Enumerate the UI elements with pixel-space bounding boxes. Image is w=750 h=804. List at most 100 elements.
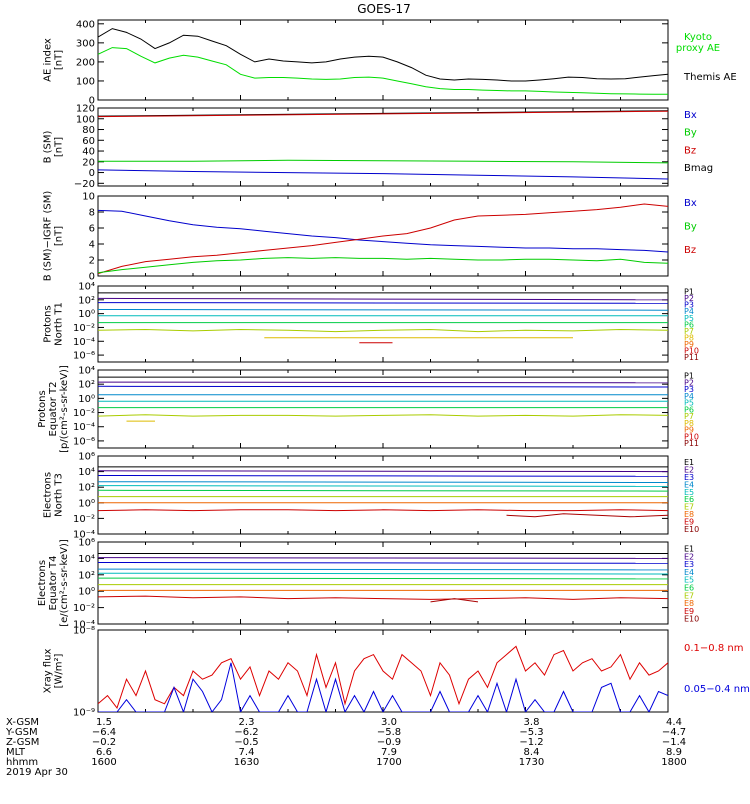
series-e9	[98, 509, 668, 512]
y-axis-label: [p/(cm²-s-sr-keV)]	[59, 365, 70, 453]
y-tick-label: 10²	[78, 380, 95, 391]
panel-frame	[97, 369, 669, 449]
y-tick-label: 10⁻²	[73, 408, 95, 419]
series-e6	[98, 577, 668, 580]
y-tick-label: 2	[89, 256, 95, 267]
legend-entry: E6	[684, 495, 694, 504]
y-tick-label: 10⁰	[78, 309, 95, 320]
y-tick-label: 10⁻⁴	[73, 422, 95, 433]
y-tick-label: 10⁶	[78, 452, 95, 463]
y-tick-label: 8	[89, 208, 95, 219]
legend-entry: E3	[684, 473, 694, 482]
legend-entry: E10	[684, 615, 699, 624]
x-row-value: 1630	[234, 757, 259, 768]
y-tick-label: 0	[89, 272, 95, 283]
series-bx	[98, 169, 668, 180]
panel-xray: 10⁻⁹ 10⁻⁸ Xray flux [W/m²] 0.1−0.8 nm 0.05−0.…	[43, 626, 750, 719]
legend-entry: E1	[684, 458, 694, 467]
legend-entry: E6	[684, 583, 694, 592]
y-axis-label: Xray flux	[43, 649, 54, 694]
legend-entry: Bx	[684, 198, 697, 209]
y-tick-label: 100	[76, 114, 95, 125]
legend-entry: proxy AE	[676, 43, 720, 54]
x-row-value: −0.2	[92, 737, 116, 748]
x-row-value: −0.9	[377, 737, 401, 748]
x-row-value: −6.4	[92, 727, 116, 738]
y-axis-label: B (SM)−IGRF (SM)	[43, 191, 54, 282]
legend-entry: P1	[684, 372, 694, 381]
series-bx	[98, 209, 668, 253]
y-axis-label: [W/m²]	[54, 653, 65, 688]
legend-entry: Bmag	[684, 163, 713, 174]
y-tick-label: 10⁴	[78, 467, 95, 478]
legend-entry: P7	[684, 327, 694, 336]
y-tick-label: 40	[82, 147, 95, 158]
legend-entry: P9	[684, 426, 694, 435]
panel-frame	[97, 107, 669, 187]
y-axis-label: North T3	[54, 473, 65, 517]
legend-entry: 0.1−0.8 nm	[684, 643, 743, 654]
legend-entry: P2	[684, 378, 694, 387]
x-row-label: hhmm	[6, 757, 38, 768]
y-tick-label: 20	[82, 157, 95, 168]
series-e10	[506, 513, 668, 518]
y-tick-label: 10⁻²	[73, 603, 95, 614]
x-row-label: MLT	[6, 747, 26, 758]
legend-entry: E2	[684, 552, 694, 561]
legend-entry: E8	[684, 510, 694, 519]
y-axis-label: Electrons	[43, 472, 54, 518]
legend-entry: 0.05−0.4 nm	[684, 684, 750, 695]
y-tick-label: 10⁻⁴	[73, 620, 95, 631]
legend-entry: E5	[684, 488, 694, 497]
series-bz	[98, 203, 668, 275]
series-p2	[98, 297, 668, 301]
y-tick-label: 120	[76, 104, 95, 115]
series-0-05-0-4-nm	[98, 662, 668, 712]
series-p3	[98, 302, 668, 304]
y-axis-label: [e/(cm²-s-sr-keV)]	[59, 539, 70, 627]
panel-prot-north: 10⁻⁶ 10⁻⁴ 10⁻² 10⁰ 10² 10⁴ Protons North T1 P1P2…	[43, 282, 699, 363]
series-e2	[98, 470, 668, 473]
y-axis-label: [nT]	[54, 137, 65, 157]
x-row-value: −5.3	[519, 727, 543, 738]
series-e10	[430, 598, 479, 603]
y-tick-label: 60	[82, 136, 95, 147]
x-row-value: 1730	[519, 757, 544, 768]
series-e9	[98, 595, 668, 600]
series-by	[98, 159, 668, 164]
x-row-label: X-GSM	[6, 717, 39, 728]
y-tick-label: 10⁶	[78, 538, 95, 549]
y-tick-label: 10⁻⁶	[73, 436, 95, 447]
y-tick-label: 400	[76, 19, 95, 30]
x-row-value: 1600	[91, 757, 116, 768]
legend-entry: E7	[684, 591, 694, 600]
legend-entry: E9	[684, 607, 694, 616]
series-e3	[98, 562, 668, 564]
legend-entry: E1	[684, 544, 694, 553]
panel-frame	[97, 19, 669, 101]
plot-title: GOES-17	[357, 2, 411, 16]
y-axis-label: B (SM)	[43, 130, 54, 163]
y-tick-label: 10⁻⁹	[73, 708, 95, 719]
y-tick-label: 10²	[78, 295, 95, 306]
legend-entry: E5	[684, 576, 694, 585]
x-row-value: 1800	[661, 757, 686, 768]
x-row-value: 2.3	[239, 717, 255, 728]
y-tick-label: 0	[89, 96, 95, 107]
legend-entry: Bz	[684, 145, 696, 156]
y-axis-label: [nT]	[54, 226, 65, 246]
panel-frame	[97, 541, 669, 625]
legend-entry: P11	[684, 439, 699, 448]
legend-entry: P8	[684, 419, 694, 428]
y-tick-label: 10⁻²	[73, 323, 95, 334]
legend-entry: Kyoto	[684, 32, 712, 43]
series-e3	[98, 475, 668, 477]
legend-entry: P2	[684, 294, 694, 303]
y-tick-label: 10⁻⁴	[73, 530, 95, 541]
series-p4	[98, 309, 668, 311]
y-axis-label: AE index	[43, 38, 54, 82]
legend-entry: P9	[684, 340, 694, 349]
x-row-label: Z-GSM	[6, 737, 39, 748]
